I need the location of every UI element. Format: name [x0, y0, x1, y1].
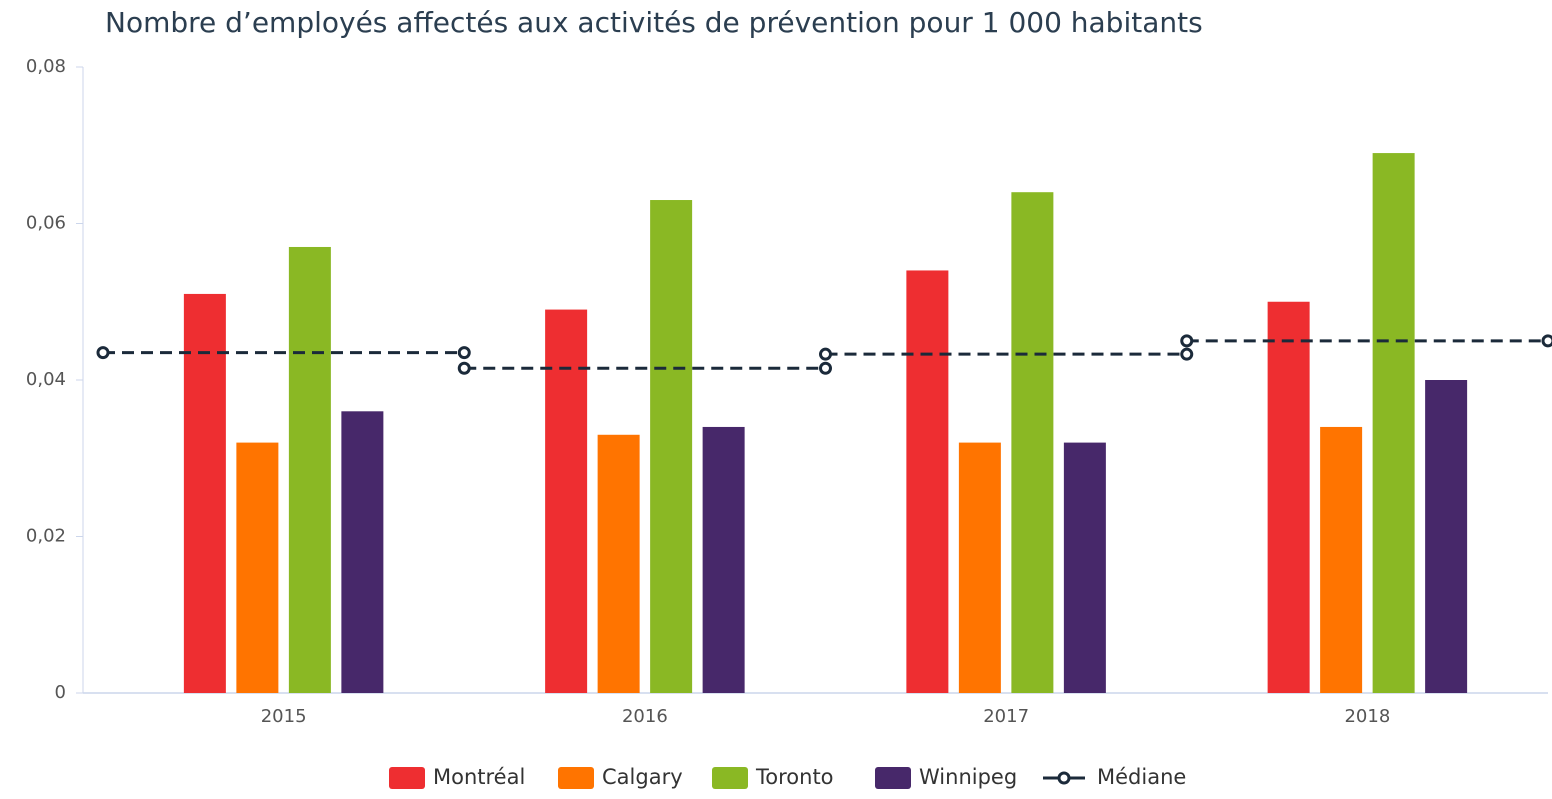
legend-label: Montréal: [433, 765, 525, 789]
legend-label: Winnipeg: [919, 765, 1017, 789]
legend-symbol: [712, 767, 748, 789]
y-tick-label: 0,04: [26, 369, 66, 390]
x-tick-label: 2016: [622, 706, 668, 727]
bar: [906, 270, 949, 693]
legend-symbol: [1057, 771, 1071, 785]
bar: [288, 246, 331, 693]
legend-symbol: [389, 767, 425, 789]
bar: [236, 442, 279, 693]
x-tick-label: 2015: [261, 706, 307, 727]
bar: [1372, 153, 1415, 693]
chart-title: Nombre d’employés affectés aux activités…: [105, 6, 1203, 39]
y-tick-label: 0,06: [26, 213, 66, 234]
bar: [1425, 380, 1468, 693]
bar: [597, 434, 640, 693]
bar: [1267, 301, 1310, 693]
median-marker: [1180, 334, 1194, 348]
bar: [545, 309, 588, 693]
bar: [702, 426, 745, 693]
y-tick-label: 0: [55, 682, 66, 703]
median-marker: [457, 361, 471, 375]
legend-symbol: [558, 767, 594, 789]
bar: [1320, 426, 1363, 693]
legend-label: Toronto: [755, 765, 834, 789]
median-marker: [96, 346, 110, 360]
x-tick-label: 2018: [1344, 706, 1390, 727]
legend-label: Calgary: [602, 765, 683, 789]
median-marker: [1180, 347, 1194, 361]
bar: [1063, 442, 1106, 693]
legend-label: Médiane: [1097, 765, 1186, 789]
median-marker: [819, 347, 832, 361]
y-tick-label: 0,08: [26, 56, 66, 77]
bar: [958, 442, 1001, 693]
y-tick-label: 0,02: [26, 526, 66, 547]
x-tick-label: 2017: [983, 706, 1029, 727]
median-marker: [1541, 334, 1552, 348]
median-marker: [819, 361, 832, 375]
bar: [650, 200, 693, 693]
bar: [183, 293, 226, 693]
legend-symbol: [875, 767, 911, 789]
bar: [1011, 192, 1054, 693]
bar: [341, 411, 384, 693]
median-marker: [457, 346, 471, 360]
